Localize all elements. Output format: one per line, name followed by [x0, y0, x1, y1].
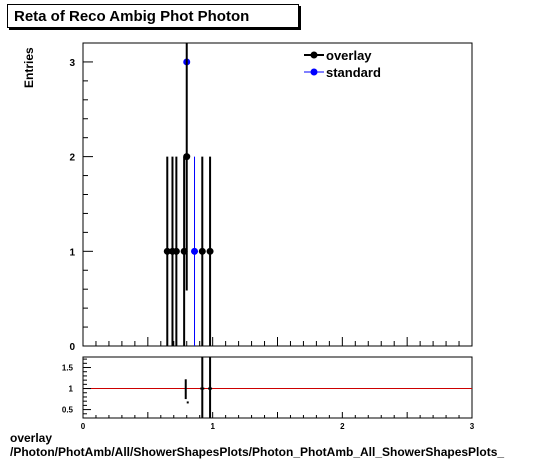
y-tick-label: 0: [69, 342, 75, 353]
data-point-standard: [191, 247, 199, 255]
ratio-x-tick-label: 2: [340, 422, 345, 431]
main-plot-frame: [82, 42, 473, 347]
legend-marker-standard: [310, 68, 318, 76]
ratio-point: [186, 401, 189, 404]
main-plot: 0 1 2 3: [69, 42, 473, 353]
y-axis-label: Entries: [22, 47, 36, 88]
ratio-plot-frame: [82, 356, 473, 419]
ratio-plot: 0.5 1 1.5 0 1 2 3: [62, 356, 475, 431]
data-point-overlay: [206, 247, 214, 255]
chart-title: Reta of Reco Ambig Phot Photon: [14, 8, 250, 25]
y-tick-label: 3: [69, 58, 75, 69]
legend: overlay standard: [304, 48, 381, 80]
ratio-y-tick-label: 1.5: [62, 364, 74, 373]
ratio-point: [208, 387, 213, 390]
footer-line-1: overlay: [10, 431, 53, 445]
ratio-y-tick-label: 1: [69, 385, 74, 394]
ratio-x-tick-label: 1: [210, 422, 215, 431]
data-point-overlay: [183, 153, 191, 161]
data-point-overlay: [163, 247, 171, 255]
ratio-x-tick-label: 3: [470, 422, 475, 431]
legend-label-overlay: overlay: [326, 48, 372, 63]
ratio-point: [200, 387, 205, 390]
data-point-overlay: [172, 247, 180, 255]
ratio-x-tick-label: 0: [81, 422, 86, 431]
y-tick-label: 1: [69, 247, 75, 258]
title-box: Reta of Reco Ambig Phot Photon: [7, 4, 299, 28]
data-point-overlay: [198, 247, 206, 255]
legend-marker-overlay: [310, 51, 318, 59]
y-tick-label: 2: [69, 153, 75, 164]
ratio-y-tick-label: 0.5: [62, 406, 74, 415]
legend-label-standard: standard: [326, 65, 381, 80]
footer-line-2: /Photon/PhotAmb/All/ShowerShapesPlots/Ph…: [10, 445, 505, 459]
